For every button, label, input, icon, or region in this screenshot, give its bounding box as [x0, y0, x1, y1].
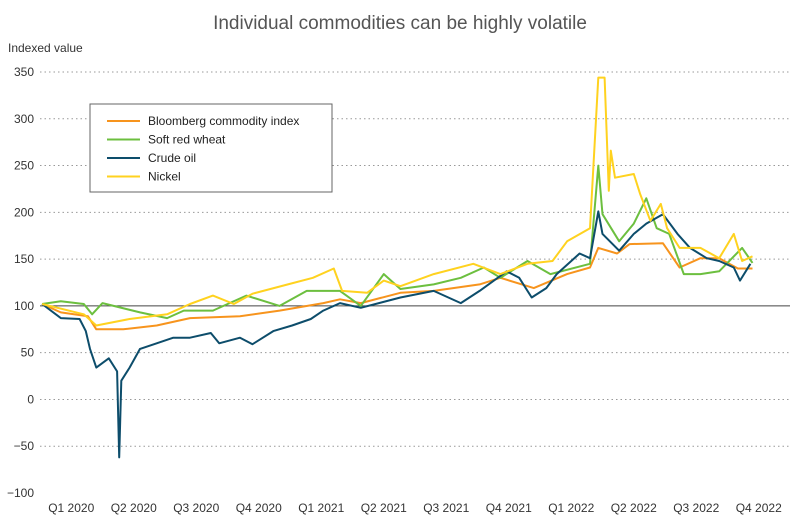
- x-tick-label: Q1 2020: [48, 501, 94, 515]
- chart-title: Individual commodities can be highly vol…: [213, 13, 587, 34]
- y-tick-label: 0: [27, 392, 34, 406]
- x-tick-label: Q4 2020: [236, 501, 282, 515]
- y-axis-label: Indexed value: [8, 41, 83, 55]
- x-tick-label: Q2 2021: [361, 501, 407, 515]
- y-tick-label: −50: [14, 439, 35, 453]
- series-line-nickel: [41, 76, 753, 327]
- x-tick-label: Q1 2022: [548, 501, 594, 515]
- x-tick-label: Q4 2021: [486, 501, 532, 515]
- x-tick-label: Q3 2022: [673, 501, 719, 515]
- legend-label: Soft red wheat: [148, 133, 226, 147]
- legend: Bloomberg commodity index Soft red wheat C…: [89, 103, 333, 193]
- x-tick-label: Q2 2020: [111, 501, 157, 515]
- y-tick-label: 300: [14, 112, 34, 126]
- x-tick-label: Q3 2020: [173, 501, 219, 515]
- series-line-crude-oil: [41, 210, 752, 459]
- y-tick-label: 200: [14, 205, 34, 219]
- x-tick-label: Q2 2022: [611, 501, 657, 515]
- y-tick-label: 50: [21, 346, 35, 360]
- series-line-bloomberg-commodity-index: [41, 242, 753, 331]
- y-tick-label: 150: [14, 252, 34, 266]
- y-tick-label: 100: [14, 299, 34, 313]
- legend-label: Bloomberg commodity index: [148, 114, 299, 128]
- y-tick-label: −100: [7, 486, 34, 500]
- x-tick-label: Q1 2021: [298, 501, 344, 515]
- x-tick-label: Q3 2021: [423, 501, 469, 515]
- y-tick-label: 350: [14, 65, 34, 79]
- y-tick-label: 250: [14, 159, 34, 173]
- x-tick-label: Q4 2022: [736, 501, 782, 515]
- legend-label: Crude oil: [148, 151, 196, 165]
- legend-label: Nickel: [148, 170, 181, 184]
